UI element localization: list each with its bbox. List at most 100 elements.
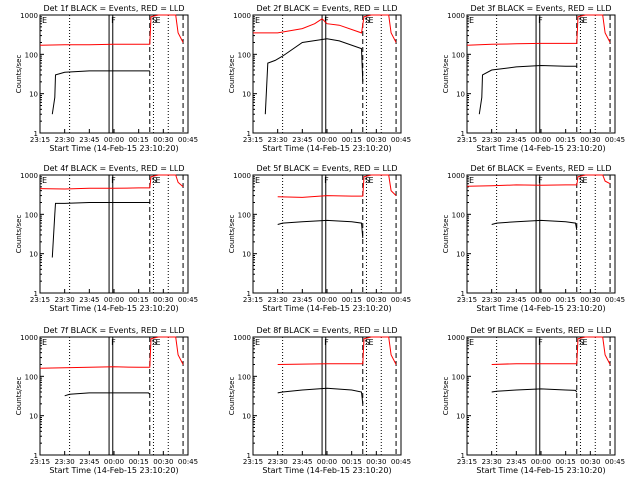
- panel-title: Det 7f BLACK = Events, RED = LLD: [43, 326, 184, 335]
- x-tick-label: 00:30: [366, 136, 386, 144]
- panel-title: Det 9f BLACK = Events, RED = LLD: [470, 326, 611, 335]
- x-tick-label: 23:15: [457, 296, 477, 304]
- x-tick-label: 23:15: [243, 296, 263, 304]
- marker-label-e: E: [582, 176, 587, 185]
- x-tick-label: 23:45: [506, 458, 526, 466]
- y-tick-label: 1: [34, 452, 38, 460]
- y-tick-label: 10: [456, 91, 465, 99]
- y-tick-label: 1: [34, 290, 38, 298]
- lld-series-line: [466, 14, 611, 46]
- events-series-line: [64, 392, 151, 397]
- x-tick-label: 00:00: [104, 458, 124, 466]
- x-axis-label: Start Time (14-Feb-15 23:10:20): [49, 466, 178, 475]
- x-axis-label: Start Time (14-Feb-15 23:10:20): [476, 144, 605, 153]
- marker-label-f: F: [111, 338, 116, 347]
- y-tick-label: 100: [238, 211, 251, 219]
- lld-series-line: [277, 336, 397, 365]
- y-axis-label: Counts/sec: [15, 215, 23, 254]
- x-tick-label: 00:45: [178, 296, 198, 304]
- marker-label-e: E: [469, 338, 474, 347]
- lld-series-line: [491, 336, 611, 365]
- marker-label-e: E: [255, 338, 260, 347]
- x-tick-label: 00:45: [605, 136, 625, 144]
- x-tick-label: 00:45: [605, 458, 625, 466]
- y-tick-label: 100: [238, 373, 251, 381]
- marker-label-e: E: [155, 338, 160, 347]
- y-tick-label: 100: [238, 51, 251, 59]
- marker-label-e: E: [42, 338, 47, 347]
- lld-series-line: [39, 14, 184, 46]
- y-tick-label: 10: [242, 91, 251, 99]
- marker-label-f: F: [538, 338, 543, 347]
- marker-label-e: E: [582, 338, 587, 347]
- marker-label-s: S: [365, 176, 370, 185]
- x-tick-label: 00:15: [129, 458, 149, 466]
- x-axis-label: Start Time (14-Feb-15 23:10:20): [49, 304, 178, 313]
- y-tick-label: 1000: [20, 12, 38, 20]
- x-tick-label: 23:15: [30, 296, 50, 304]
- events-series-line: [51, 202, 150, 258]
- y-axis-label: Counts/sec: [228, 215, 236, 254]
- panel-title: Det 6f BLACK = Events, RED = LLD: [470, 164, 611, 173]
- y-axis-label: Counts/sec: [442, 377, 450, 416]
- events-series-line: [277, 219, 364, 239]
- y-tick-label: 1000: [233, 334, 251, 342]
- lld-series-line: [277, 174, 397, 198]
- marker-label-f: F: [538, 16, 543, 25]
- x-tick-label: 23:45: [506, 296, 526, 304]
- y-tick-label: 100: [452, 51, 465, 59]
- marker-label-f: F: [324, 176, 329, 185]
- x-tick-label: 00:15: [342, 296, 362, 304]
- x-tick-label: 00:00: [104, 136, 124, 144]
- x-axis-label: Start Time (14-Feb-15 23:10:20): [262, 304, 391, 313]
- marker-label-s: S: [365, 338, 370, 347]
- y-axis-label: Counts/sec: [15, 377, 23, 416]
- x-tick-label: 00:45: [391, 296, 411, 304]
- panel-6: Det 6f BLACK = Events, RED = LLD 1 10 100 10…: [442, 164, 625, 313]
- y-tick-label: 100: [25, 373, 38, 381]
- x-tick-label: 23:30: [268, 136, 288, 144]
- panel-title: Det 4f BLACK = Events, RED = LLD: [43, 164, 184, 173]
- x-tick-label: 00:00: [531, 458, 551, 466]
- plot-frame: [466, 174, 616, 294]
- panel-3: Det 3f BLACK = Events, RED = LLD 1 10 100 10…: [442, 4, 625, 153]
- x-tick-label: 23:15: [30, 136, 50, 144]
- x-tick-label: 00:15: [556, 136, 576, 144]
- marker-label-e: E: [368, 16, 373, 25]
- x-tick-label: 00:45: [391, 136, 411, 144]
- y-tick-label: 10: [29, 251, 38, 259]
- x-tick-label: 23:30: [482, 136, 502, 144]
- marker-label-f: F: [538, 176, 543, 185]
- marker-label-f: F: [324, 16, 329, 25]
- panel-title: Det 2f BLACK = Events, RED = LLD: [256, 4, 397, 13]
- x-tick-label: 00:30: [153, 296, 173, 304]
- marker-label-s: S: [579, 338, 584, 347]
- marker-label-e: E: [255, 176, 260, 185]
- x-tick-label: 23:45: [506, 136, 526, 144]
- events-series-line: [491, 388, 578, 393]
- marker-label-s: S: [579, 16, 584, 25]
- plot-frame: [39, 174, 189, 294]
- events-series-line: [277, 387, 364, 404]
- x-tick-label: 23:45: [79, 136, 99, 144]
- y-tick-label: 1000: [447, 12, 465, 20]
- x-tick-label: 00:30: [366, 458, 386, 466]
- panel-title: Det 5f BLACK = Events, RED = LLD: [256, 164, 397, 173]
- y-tick-label: 1: [34, 130, 38, 138]
- x-tick-label: 23:30: [482, 458, 502, 466]
- y-tick-label: 1000: [233, 12, 251, 20]
- y-tick-label: 1: [461, 452, 465, 460]
- y-tick-label: 10: [242, 413, 251, 421]
- lld-series-line: [466, 174, 611, 187]
- plot-frame: [466, 336, 616, 456]
- events-series-line: [491, 219, 578, 231]
- y-tick-label: 1000: [447, 172, 465, 180]
- x-tick-label: 00:30: [580, 296, 600, 304]
- y-tick-label: 1000: [233, 172, 251, 180]
- y-tick-label: 1: [461, 290, 465, 298]
- x-tick-label: 00:00: [531, 136, 551, 144]
- x-tick-label: 23:30: [55, 136, 75, 144]
- x-axis-label: Start Time (14-Feb-15 23:10:20): [49, 144, 178, 153]
- marker-label-f: F: [111, 16, 116, 25]
- x-tick-label: 23:15: [243, 136, 263, 144]
